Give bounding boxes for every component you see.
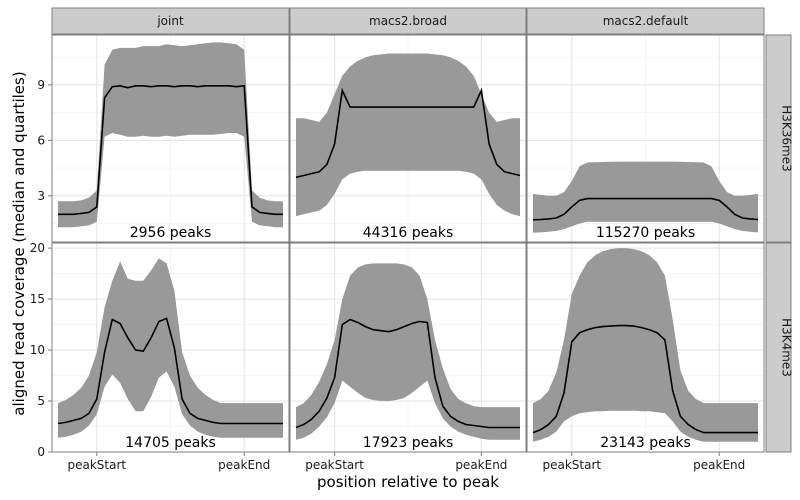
y-tick-label: 15	[30, 292, 45, 306]
quartile-ribbon	[58, 258, 283, 438]
peak-count-label: 23143 peaks	[600, 435, 690, 451]
y-tick-label: 20	[30, 241, 45, 255]
facet-label-column: joint	[156, 14, 184, 28]
median-line	[57, 317, 283, 425]
y-tick-label: 6	[37, 133, 45, 147]
facet-strip-right	[765, 242, 792, 453]
y-axis-title: aligned read coverage (median and quarti…	[10, 71, 28, 415]
x-tick-label: peakStart	[67, 458, 126, 472]
y-tick-label: 9	[37, 78, 45, 92]
facet-strip-top	[289, 7, 527, 35]
x-tick-label: peakStart	[542, 458, 601, 472]
facet-label-row: H3K4me3	[780, 318, 794, 377]
facet-label-row: H3K36me3	[780, 105, 794, 172]
panel-border	[526, 242, 765, 453]
facet-strip-right	[765, 34, 792, 243]
median-line	[532, 197, 759, 221]
peak-count-label: 17923 peaks	[363, 435, 453, 451]
panel-border	[289, 242, 527, 453]
median-line	[295, 87, 521, 179]
x-tick-label: peakEnd	[455, 458, 507, 472]
peak-count-label: 115270 peaks	[596, 225, 695, 241]
y-tick-label: 3	[37, 189, 45, 203]
median-line	[58, 84, 283, 216]
y-tick-label: 5	[37, 394, 45, 408]
peak-count-label: 14705 peaks	[125, 435, 215, 451]
facet-label-column: macs2.default	[603, 14, 689, 28]
quartile-ribbon	[296, 53, 520, 217]
facet-strip-top	[526, 7, 765, 35]
x-axis-title: position relative to peak	[317, 473, 499, 491]
y-tick-label: 10	[30, 343, 45, 357]
quartile-ribbon	[296, 263, 520, 440]
y-tick-label: 0	[37, 445, 45, 459]
x-tick-label: peakStart	[305, 458, 364, 472]
facet-strip-top	[51, 7, 290, 35]
quartile-ribbon	[58, 42, 283, 228]
median-line	[295, 318, 520, 429]
panel-border	[526, 34, 765, 243]
quartile-ribbon	[533, 248, 758, 442]
panel-border	[51, 242, 290, 453]
peak-count-label: 44316 peaks	[363, 225, 453, 241]
peak-count-label: 2956 peaks	[130, 225, 212, 241]
quartile-ribbon	[533, 161, 758, 233]
median-line	[532, 324, 758, 434]
facet-label-column: macs2.broad	[369, 14, 447, 28]
x-tick-label: peakEnd	[693, 458, 745, 472]
x-tick-label: peakEnd	[218, 458, 270, 472]
panel-border	[51, 34, 290, 243]
panel-border	[289, 34, 527, 243]
